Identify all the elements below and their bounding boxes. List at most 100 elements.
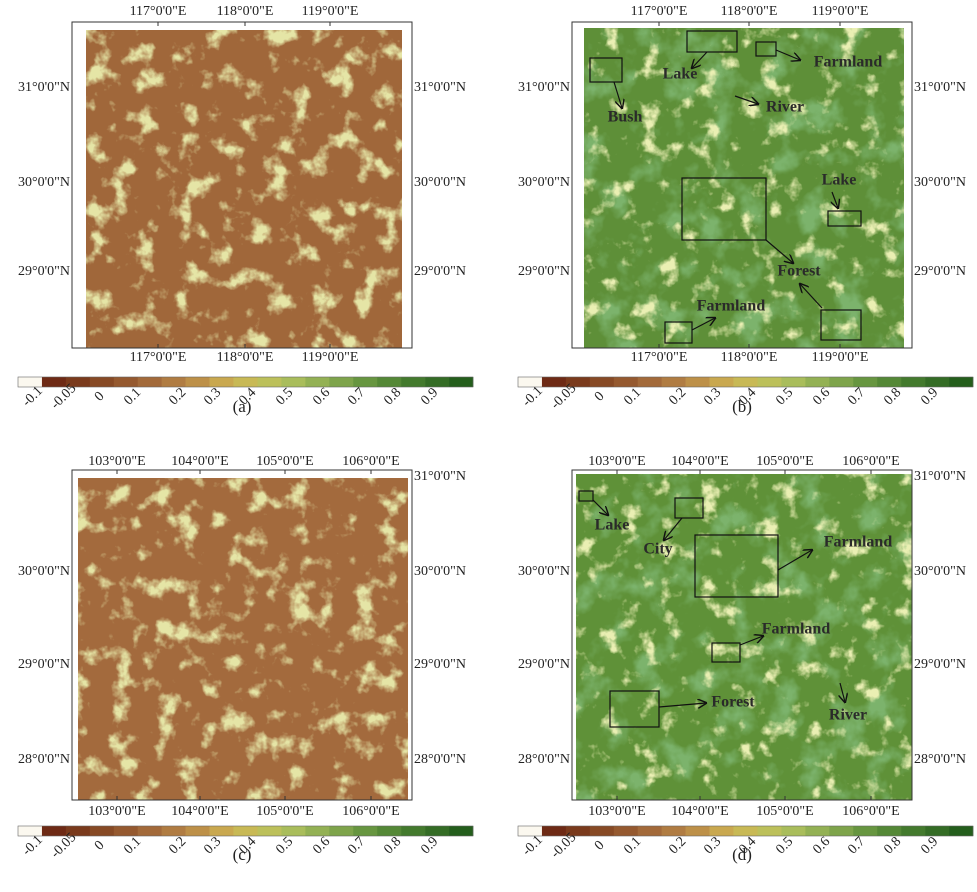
colorbar-label: 0.3: [701, 385, 724, 408]
colorbar-cell: [401, 377, 425, 387]
colorbar-cell: [42, 826, 66, 836]
colorbar-label: 0.6: [310, 385, 333, 408]
colorbar-cell: [18, 377, 42, 387]
colorbar-cell: [757, 377, 781, 387]
bottom-tick-label: 104°0'0"E: [671, 804, 728, 819]
colorbar-cell: [662, 826, 686, 836]
annotation-label: River: [829, 707, 867, 724]
top-tick-label: 106°0'0"E: [342, 454, 399, 469]
bottom-tick-label: 117°0'0"E: [631, 350, 688, 365]
top-tick-label: 118°0'0"E: [217, 4, 274, 19]
colorbar-label: 0.1: [621, 834, 644, 857]
left-tick-label: 30°0'0"N: [18, 564, 70, 579]
colorbar-cell: [542, 826, 566, 836]
map-panel: 103°0'0"E104°0'0"E105°0'0"E106°0'0"E103°…: [518, 454, 973, 864]
right-tick-label: 31°0'0"N: [914, 469, 966, 484]
colorbar-label: 0.7: [345, 834, 368, 857]
colorbar-label: 0.5: [773, 834, 796, 857]
top-tick-label: 117°0'0"E: [130, 4, 187, 19]
colorbar-label: 0.2: [666, 385, 689, 408]
bottom-tick-label: 118°0'0"E: [721, 350, 778, 365]
left-tick-label: 28°0'0"N: [18, 752, 70, 767]
colorbar-cell: [949, 377, 973, 387]
figure: 117°0'0"E 118°0'0"E 119°0'0"E 117°0'0"E 118°…: [0, 0, 977, 892]
colorbar-cell: [377, 826, 401, 836]
right-tick-label: 30°0'0"N: [914, 564, 966, 579]
colorbar-cell: [877, 377, 901, 387]
colorbar-label: 0: [92, 389, 108, 405]
colorbar-cell: [257, 377, 281, 387]
bottom-tick-label: 106°0'0"E: [342, 804, 399, 819]
left-tick-label: 29°0'0"N: [518, 657, 570, 672]
right-tick-label: 30°0'0"N: [914, 175, 966, 190]
colorbar-label: 0.7: [845, 834, 868, 857]
colorbar-cell: [686, 826, 710, 836]
colorbar-cell: [542, 377, 566, 387]
top-tick-label: 105°0'0"E: [256, 454, 313, 469]
right-tick-label: 29°0'0"N: [914, 264, 966, 279]
colorbar-cell: [425, 826, 449, 836]
top-tick-label: 106°0'0"E: [842, 454, 899, 469]
right-tick-label: 29°0'0"N: [414, 264, 466, 279]
colorbar-cell: [518, 377, 542, 387]
right-tick-label: 31°0'0"N: [414, 80, 466, 95]
colorbar-label: 0.1: [121, 385, 144, 408]
right-tick-label: 28°0'0"N: [914, 752, 966, 767]
left-tick-label: 28°0'0"N: [518, 752, 570, 767]
bottom-tick-label: 106°0'0"E: [842, 804, 899, 819]
top-tick-label: 104°0'0"E: [671, 454, 728, 469]
top-tick-label: 103°0'0"E: [88, 454, 145, 469]
left-tick-label: 31°0'0"N: [18, 80, 70, 95]
colorbar-label: 0.8: [381, 385, 404, 408]
colorbar-label: 0.8: [881, 834, 904, 857]
map-panel: 117°0'0"E118°0'0"E119°0'0"E117°0'0"E118°…: [18, 4, 473, 416]
colorbar-cell: [138, 826, 162, 836]
colorbar-label: -0.1: [20, 384, 46, 410]
right-tick-label: 31°0'0"N: [414, 469, 466, 484]
annotation-label: Lake: [595, 517, 630, 534]
colorbar-cell: [305, 826, 329, 836]
colorbar-cell: [18, 826, 42, 836]
colorbar-label: 0.9: [918, 834, 941, 857]
annotation-label: Lake: [663, 66, 698, 83]
colorbar-cell: [90, 377, 114, 387]
annotation-label: Lake: [822, 172, 857, 189]
right-tick-label: 29°0'0"N: [914, 657, 966, 672]
colorbar-cell: [901, 826, 925, 836]
right-tick-label: 31°0'0"N: [914, 80, 966, 95]
top-tick-label: 117°0'0"E: [631, 4, 688, 19]
annotation-label: Bush: [608, 109, 643, 126]
annotation-label: Forest: [711, 694, 755, 711]
colorbar-label: -0.1: [20, 833, 46, 859]
top-tick-label: 103°0'0"E: [588, 454, 645, 469]
colorbar-cell: [234, 826, 258, 836]
colorbar-label: 0.5: [273, 834, 296, 857]
left-tick-label: 30°0'0"N: [18, 175, 70, 190]
bottom-tick-label: 119°0'0"E: [812, 350, 869, 365]
colorbar-cell: [877, 826, 901, 836]
colorbar-label: 0.3: [201, 834, 224, 857]
colorbar-cell: [805, 377, 829, 387]
colorbar-cell: [518, 826, 542, 836]
colorbar-label: -0.1: [520, 384, 546, 410]
colorbar-cell: [614, 377, 638, 387]
annotation-label: City: [643, 541, 672, 558]
colorbar-label: 0.5: [273, 385, 296, 408]
colorbar-label: 0.6: [810, 385, 833, 408]
colorbar-label: 0.2: [666, 834, 689, 857]
colorbar-cell: [449, 377, 473, 387]
bottom-tick-label: 105°0'0"E: [256, 804, 313, 819]
colorbar-cell: [305, 377, 329, 387]
panel-caption: (c): [233, 845, 252, 864]
top-tick-label: 104°0'0"E: [171, 454, 228, 469]
colorbar-label: 0: [592, 838, 608, 854]
left-tick-label: 31°0'0"N: [518, 80, 570, 95]
colorbar-label: 0.3: [201, 385, 224, 408]
map-texture: [86, 30, 402, 348]
map-texture: [78, 478, 408, 800]
panel-caption: (d): [732, 845, 752, 864]
colorbar-label: 0.8: [381, 834, 404, 857]
left-tick-label: 29°0'0"N: [18, 264, 70, 279]
